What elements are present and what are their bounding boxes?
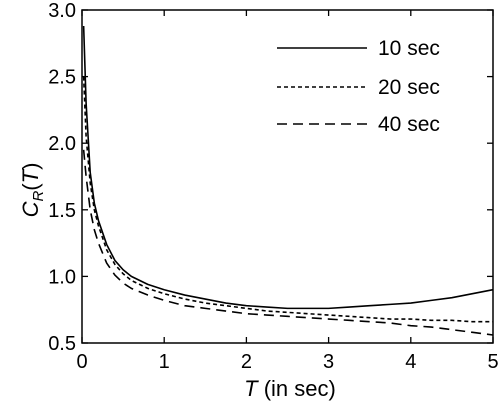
legend-label-40-sec: 40 sec — [378, 113, 440, 136]
x-tick-label: 5 — [487, 351, 498, 373]
x-tick-label: 2 — [241, 351, 252, 373]
x-tick-label: 1 — [159, 351, 170, 373]
y-tick-label: 0.5 — [48, 333, 76, 355]
x-axis-label-rest: (in sec) — [258, 376, 336, 401]
y-tick-label: 2.0 — [48, 133, 76, 155]
series-line-40-sec — [82, 149, 494, 336]
plot-area: 0 1 2 3 4 5 0.5 1.0 1.5 2.0 2.5 3.0 — [48, 0, 498, 373]
x-tick-label: 3 — [323, 351, 334, 373]
x-axis-label-var: T — [244, 376, 259, 401]
legend: 10 sec 20 sec 40 sec — [277, 37, 440, 136]
series-layer — [82, 25, 494, 336]
y-tick-label: 3.0 — [48, 0, 76, 22]
series-line-10-sec — [82, 25, 494, 310]
x-axis-label: T (in sec) — [244, 376, 336, 401]
ticks-layer: 0 1 2 3 4 5 0.5 1.0 1.5 2.0 2.5 3.0 — [48, 0, 498, 373]
x-tick-label: 4 — [405, 351, 416, 373]
series-line-20-sec — [82, 76, 493, 323]
y-axis-label-close: ) — [18, 163, 43, 170]
y-tick-label: 1.5 — [48, 200, 76, 222]
plot-frame — [81, 9, 494, 344]
y-axis-label-base: C — [18, 201, 43, 217]
y-tick-label: 2.5 — [48, 67, 76, 89]
y-axis-label: CR(T) — [18, 163, 47, 218]
y-axis-label-open: ( — [18, 183, 43, 191]
y-axis-label-arg: T — [18, 168, 43, 183]
y-axis-label-sub: R — [30, 191, 47, 202]
legend-label-10-sec: 10 sec — [378, 37, 440, 60]
legend-label-20-sec: 20 sec — [378, 76, 440, 99]
y-tick-label: 1.0 — [48, 266, 76, 288]
x-tick-label: 0 — [76, 351, 87, 373]
